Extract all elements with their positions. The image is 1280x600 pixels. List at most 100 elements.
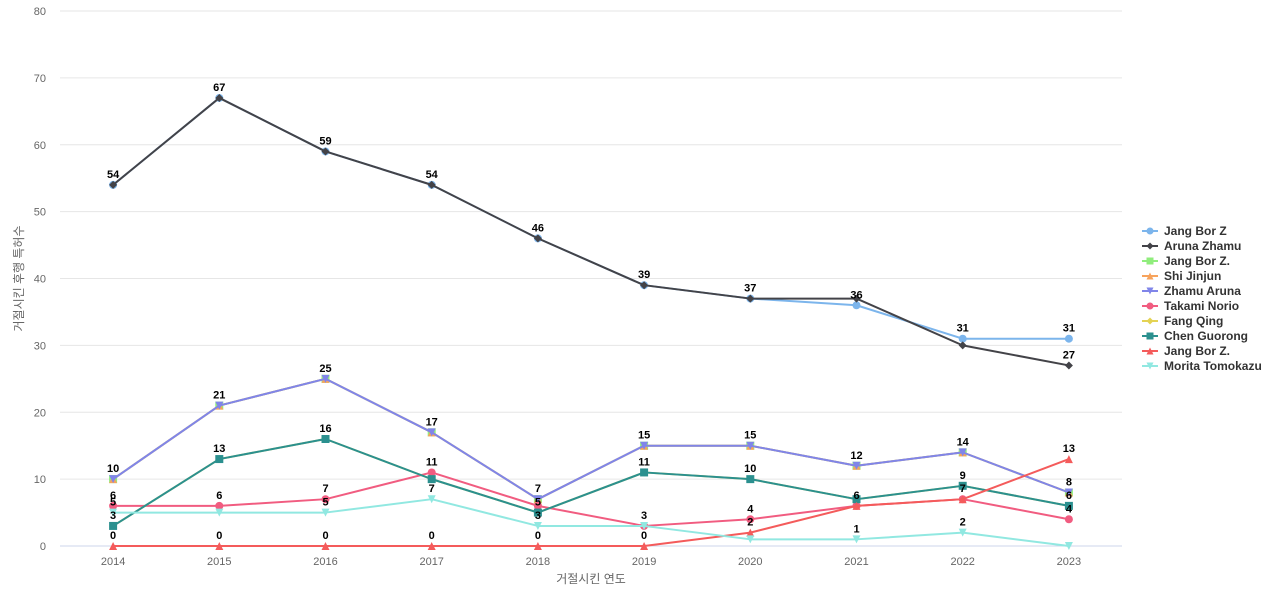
data-label: 67 <box>213 82 225 94</box>
x-tick-label: 2016 <box>313 556 337 568</box>
legend-swatch <box>1142 301 1158 311</box>
y-axis-title: 거절시킨 후행 특허수 <box>11 225 26 331</box>
data-label: 17 <box>426 416 438 428</box>
data-label: 8 <box>1066 477 1072 489</box>
data-label: 7 <box>322 483 328 495</box>
legend-item-fang-qing-6[interactable]: Fang Qing <box>1142 313 1262 328</box>
data-label: 1 <box>853 523 859 535</box>
legend-marker <box>1147 257 1154 264</box>
series-zhamu-aruna-4 <box>109 375 1073 503</box>
legend-item-morita-tomokazu-9[interactable]: Morita Tomokazu <box>1142 358 1262 373</box>
legend-item-zhamu-aruna-4[interactable]: Zhamu Aruna <box>1142 283 1262 298</box>
data-label: 3 <box>110 510 116 522</box>
x-tick-label: 2018 <box>526 556 550 568</box>
legend-marker <box>1147 227 1154 234</box>
data-point[interactable] <box>1065 515 1073 523</box>
series-takami-norio-5 <box>109 468 1073 530</box>
legend-swatch <box>1142 361 1158 371</box>
legend-label: Jang Bor Z. <box>1164 254 1230 268</box>
axes: 010203040506070802014 2015 2016 2017 2018 201… <box>34 6 1081 568</box>
legend-swatch <box>1142 346 1158 356</box>
x-axis-title: 거절시킨 연도 <box>556 572 626 586</box>
data-label: 12 <box>850 450 862 462</box>
y-tick-label: 80 <box>34 6 46 18</box>
data-label: 21 <box>213 390 225 402</box>
data-label: 27 <box>1063 349 1075 361</box>
data-point[interactable] <box>1065 361 1073 369</box>
data-label: 0 <box>641 530 647 542</box>
data-label: 59 <box>319 135 331 147</box>
y-tick-label: 50 <box>34 207 46 219</box>
legend-label: Zhamu Aruna <box>1164 284 1241 298</box>
data-point[interactable] <box>959 341 967 349</box>
legend-swatch <box>1142 241 1158 251</box>
legend-label: Shi Jinjun <box>1164 269 1221 283</box>
series-line[interactable] <box>113 379 1069 499</box>
data-label: 5 <box>322 497 328 509</box>
legend-marker <box>1147 332 1154 339</box>
series-line[interactable] <box>113 472 1069 526</box>
legend-label: Jang Bor Z <box>1164 224 1227 238</box>
data-label: 4 <box>747 503 754 515</box>
series-line[interactable] <box>113 98 1069 339</box>
data-label: 0 <box>535 530 541 542</box>
data-label: 46 <box>532 222 544 234</box>
legend-swatch <box>1142 316 1158 326</box>
legend-item-jang-bor-z-0[interactable]: Jang Bor Z <box>1142 223 1262 238</box>
data-label: 15 <box>638 430 650 442</box>
data-label: 39 <box>638 269 650 281</box>
legend-item-takami-norio-5[interactable]: Takami Norio <box>1142 298 1262 313</box>
data-label: 25 <box>319 363 331 375</box>
data-point[interactable] <box>1065 335 1073 343</box>
data-point[interactable] <box>640 468 648 476</box>
data-point[interactable] <box>746 475 754 483</box>
data-label: 31 <box>957 323 969 335</box>
series-jang-bor-z-0 <box>109 94 1073 343</box>
data-label: 54 <box>426 169 439 181</box>
x-tick-label: 2022 <box>950 556 974 568</box>
legend-marker <box>1147 242 1154 249</box>
x-tick-label: 2021 <box>844 556 868 568</box>
x-tick-label: 2014 <box>101 556 125 568</box>
data-label: 5 <box>110 497 116 509</box>
data-label: 16 <box>319 423 331 435</box>
legend-item-chen-guorong-7[interactable]: Chen Guorong <box>1142 328 1262 343</box>
data-label: 7 <box>535 483 541 495</box>
legend-swatch <box>1142 331 1158 341</box>
data-label: 5 <box>535 497 541 509</box>
data-label: 4 <box>1066 503 1073 515</box>
data-point[interactable] <box>215 455 223 463</box>
y-tick-label: 40 <box>34 274 46 286</box>
data-point[interactable] <box>428 475 436 483</box>
data-label: 6 <box>853 490 859 502</box>
chart-legend: Jang Bor Z Aruna Zhamu Jang Bor Z. Shi Jinj… <box>1142 223 1262 373</box>
data-label: 37 <box>744 283 756 295</box>
series-line[interactable] <box>113 98 1069 366</box>
y-tick-label: 60 <box>34 140 46 152</box>
data-point[interactable] <box>322 435 330 443</box>
legend-swatch <box>1142 286 1158 296</box>
data-label: 31 <box>1063 323 1075 335</box>
data-label: 7 <box>960 483 966 495</box>
x-tick-label: 2015 <box>207 556 231 568</box>
legend-item-shi-jinjun-3[interactable]: Shi Jinjun <box>1142 268 1262 283</box>
data-label: 0 <box>110 530 116 542</box>
legend-item-aruna-zhamu-1[interactable]: Aruna Zhamu <box>1142 238 1262 253</box>
legend-item-jang-bor-z-8[interactable]: Jang Bor Z. <box>1142 343 1262 358</box>
data-label: 6 <box>216 490 222 502</box>
legend-swatch <box>1142 256 1158 266</box>
data-label: 13 <box>213 443 225 455</box>
series-line[interactable] <box>113 499 1069 546</box>
data-label: 54 <box>107 169 120 181</box>
legend-item-jang-bor-z-2[interactable]: Jang Bor Z. <box>1142 253 1262 268</box>
data-label: 14 <box>957 436 970 448</box>
data-label: 0 <box>429 530 435 542</box>
series-jang-bor-z-2 <box>109 375 1073 503</box>
data-label: 11 <box>638 456 650 468</box>
legend-label: Morita Tomokazu <box>1164 359 1262 373</box>
series-shi-jinjun-3 <box>109 375 1073 503</box>
legend-swatch <box>1142 226 1158 236</box>
data-point[interactable] <box>109 522 117 530</box>
legend-label: Chen Guorong <box>1164 329 1248 343</box>
